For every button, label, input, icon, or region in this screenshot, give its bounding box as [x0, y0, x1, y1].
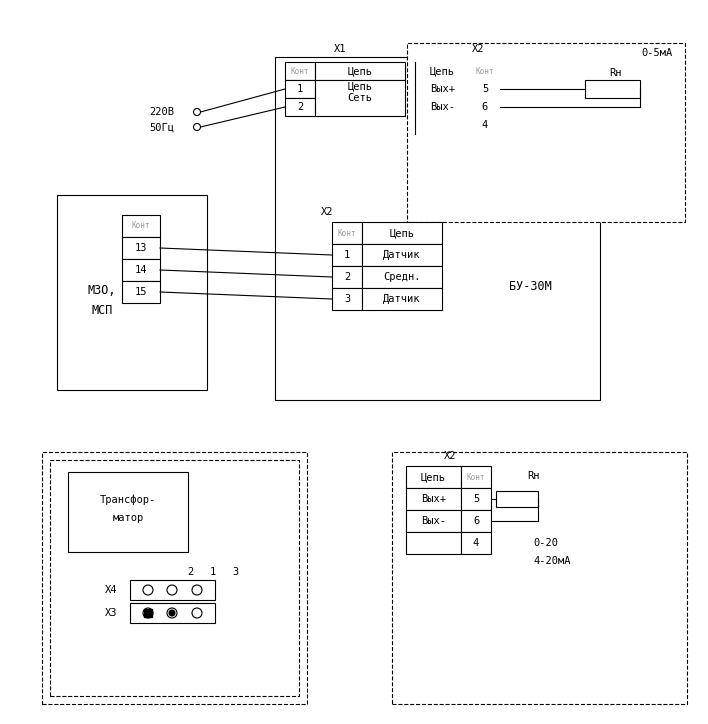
- Text: 14: 14: [135, 265, 147, 275]
- Bar: [130, 603, 215, 623]
- Bar: [332, 222, 362, 244]
- Text: 6: 6: [482, 102, 488, 112]
- Text: МСП: МСП: [91, 303, 113, 316]
- Text: Трансфор-: Трансфор-: [100, 494, 156, 505]
- Text: Цепь: Цепь: [348, 66, 372, 76]
- Bar: [122, 281, 160, 303]
- Text: X1: X1: [333, 44, 346, 54]
- Text: 220В: 220В: [149, 107, 174, 117]
- Bar: [315, 62, 405, 80]
- Text: Конт: Конт: [467, 473, 485, 481]
- Bar: [285, 80, 315, 98]
- Bar: [461, 488, 491, 510]
- Bar: [332, 288, 362, 310]
- Bar: [315, 80, 405, 116]
- Bar: [50, 460, 299, 696]
- Text: 2: 2: [297, 102, 303, 112]
- Bar: [470, 116, 500, 134]
- Circle shape: [169, 610, 175, 616]
- Text: Датчик: Датчик: [383, 250, 421, 260]
- Text: 50Гц: 50Гц: [149, 122, 174, 132]
- Bar: [461, 466, 491, 488]
- Bar: [362, 222, 442, 244]
- Text: 5: 5: [482, 84, 488, 94]
- Text: 6: 6: [473, 516, 479, 526]
- Text: 1: 1: [297, 84, 303, 94]
- Bar: [470, 62, 500, 80]
- Text: МЗО,: МЗО,: [88, 284, 116, 297]
- Text: 13: 13: [135, 243, 147, 253]
- Text: Цепь: Цепь: [389, 228, 414, 238]
- Bar: [585, 80, 640, 98]
- Bar: [130, 580, 215, 600]
- Bar: [122, 259, 160, 281]
- Bar: [415, 62, 470, 80]
- Text: Вых-: Вых-: [421, 516, 446, 526]
- Text: 4-20мА: 4-20мА: [533, 556, 571, 566]
- Text: Конт: Конт: [291, 67, 309, 75]
- Bar: [122, 237, 160, 259]
- Text: матор: матор: [113, 513, 144, 523]
- Text: Конт: Конт: [132, 222, 150, 230]
- Bar: [392, 452, 687, 704]
- Text: X2: X2: [321, 207, 333, 217]
- Text: 5: 5: [473, 494, 479, 504]
- Text: X4: X4: [105, 585, 118, 595]
- Text: 2: 2: [187, 567, 193, 577]
- Text: Конт: Конт: [476, 67, 494, 75]
- Bar: [362, 266, 442, 288]
- Text: 4: 4: [482, 120, 488, 130]
- Bar: [332, 244, 362, 266]
- Bar: [285, 62, 315, 80]
- Text: 1: 1: [344, 250, 350, 260]
- Text: Цепь: Цепь: [348, 81, 372, 91]
- Text: 15: 15: [135, 287, 147, 297]
- Text: 2: 2: [344, 272, 350, 282]
- Bar: [362, 244, 442, 266]
- Text: Вых+: Вых+: [430, 84, 455, 94]
- Bar: [406, 488, 461, 510]
- Bar: [496, 491, 538, 507]
- Text: 3: 3: [344, 294, 350, 304]
- Bar: [144, 609, 152, 617]
- Bar: [415, 98, 470, 116]
- Bar: [406, 466, 461, 488]
- Bar: [415, 116, 470, 134]
- Text: Датчик: Датчик: [383, 294, 421, 304]
- Text: X2: X2: [444, 451, 456, 461]
- Bar: [362, 288, 442, 310]
- Bar: [57, 195, 207, 390]
- Text: Средн.: Средн.: [383, 272, 421, 282]
- Text: Вых-: Вых-: [430, 102, 455, 112]
- Text: Вых+: Вых+: [421, 494, 446, 504]
- Text: Цепь: Цепь: [421, 472, 446, 482]
- Text: X2: X2: [472, 44, 484, 54]
- Text: 1: 1: [210, 567, 216, 577]
- Bar: [285, 98, 315, 116]
- Text: 4: 4: [473, 538, 479, 548]
- Bar: [415, 80, 470, 98]
- Text: Rн: Rн: [527, 471, 539, 481]
- Bar: [407, 43, 685, 222]
- Text: 3: 3: [232, 567, 238, 577]
- Text: БУ-30М: БУ-30М: [508, 280, 552, 293]
- Text: 0-20: 0-20: [533, 538, 558, 548]
- Bar: [42, 452, 307, 704]
- Bar: [275, 57, 600, 400]
- Text: 0-5мА: 0-5мА: [641, 48, 673, 58]
- Text: Rн: Rн: [609, 68, 621, 78]
- Bar: [332, 266, 362, 288]
- Text: Конт: Конт: [338, 229, 356, 237]
- Bar: [68, 472, 188, 552]
- Bar: [461, 532, 491, 554]
- Text: Цепь: Цепь: [430, 66, 455, 76]
- Text: Сеть: Сеть: [348, 93, 372, 103]
- Bar: [470, 80, 500, 98]
- Bar: [406, 532, 461, 554]
- Text: X3: X3: [105, 608, 118, 618]
- Bar: [122, 215, 160, 237]
- Bar: [470, 98, 500, 116]
- Bar: [406, 510, 461, 532]
- Bar: [461, 510, 491, 532]
